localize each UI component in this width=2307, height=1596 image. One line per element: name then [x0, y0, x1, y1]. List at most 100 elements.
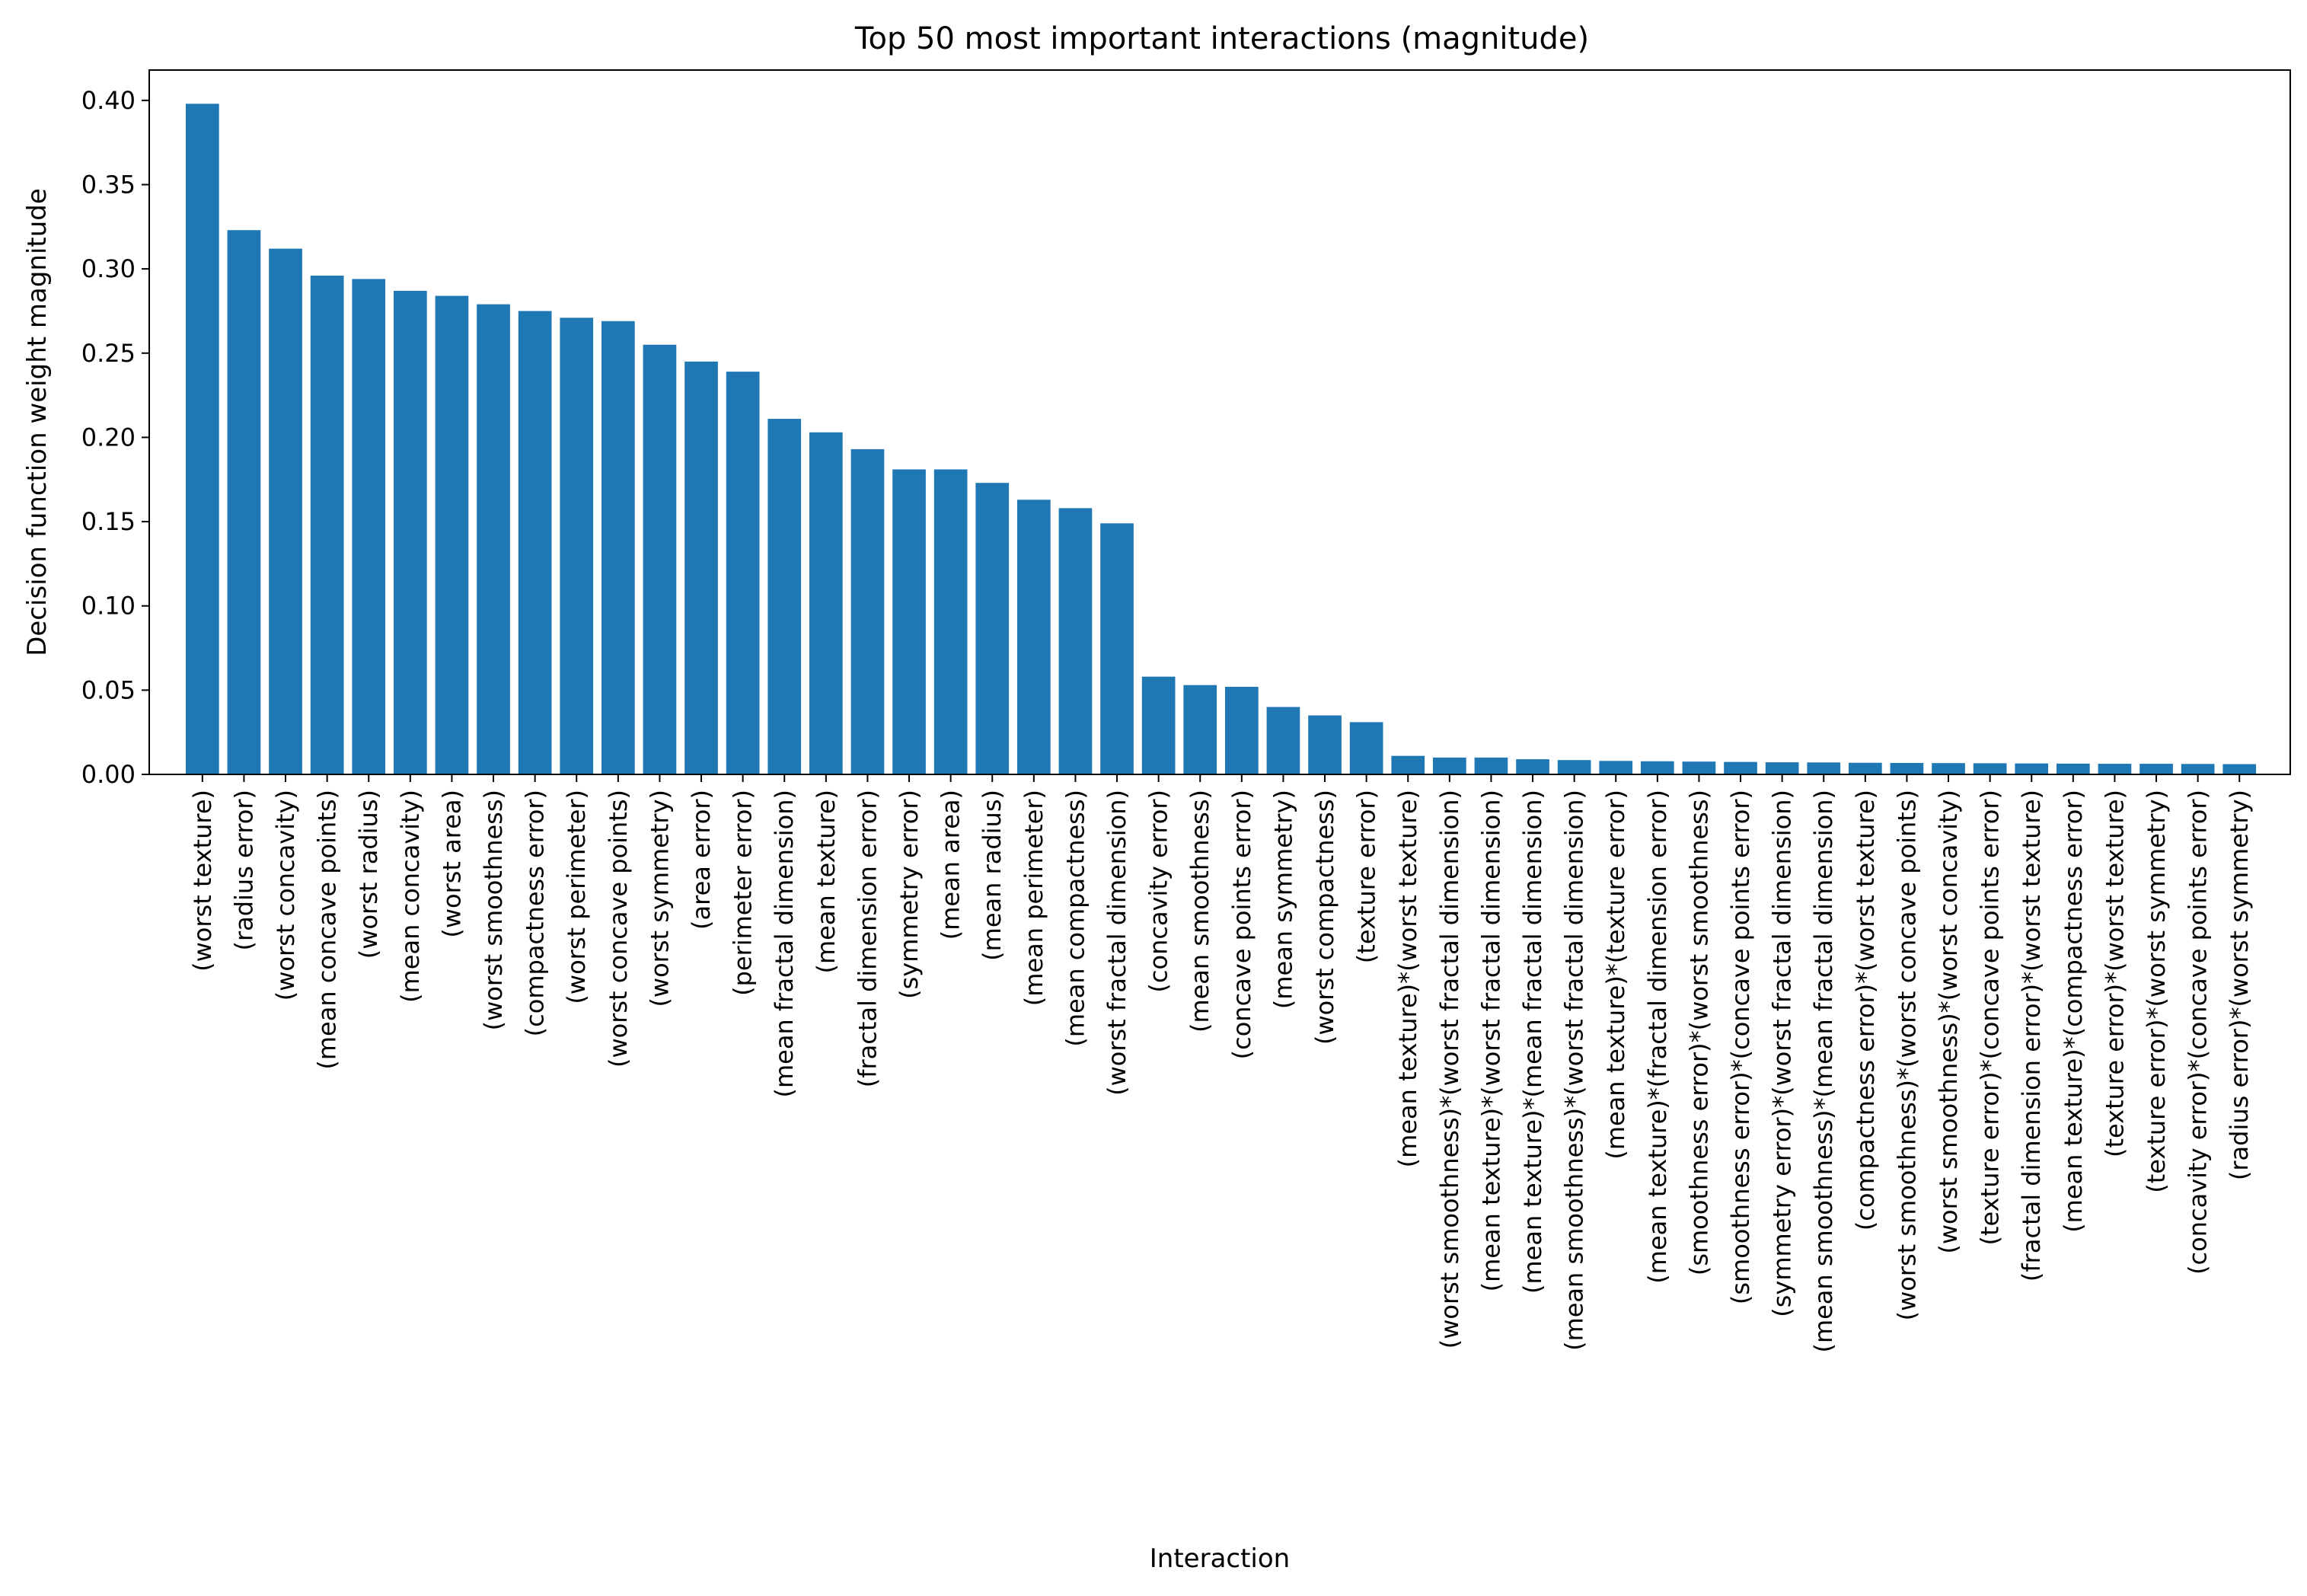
bar: [2098, 764, 2132, 774]
plot-frame: [148, 69, 2291, 775]
x-tick-label: (mean perimeter): [1019, 790, 1048, 1006]
x-tick-label: (worst smoothness): [479, 790, 508, 1030]
bar: [601, 321, 635, 775]
x-tick-label: (worst compactness): [1310, 790, 1339, 1045]
x-axis-title: Interaction: [1150, 1543, 1290, 1574]
bar: [1141, 676, 1176, 774]
x-tick-label: (compactness error)*(worst texture): [1851, 790, 1880, 1231]
x-tick-label: (worst texture): [188, 790, 217, 972]
bar: [1266, 707, 1300, 774]
x-tick-label: (mean area): [937, 790, 965, 940]
x-tick-label: (mean texture)*(mean fractal dimension): [1518, 790, 1547, 1294]
bar: [1807, 762, 1841, 774]
bar: [1641, 761, 1674, 774]
bar: [1100, 523, 1134, 774]
x-tick-label: (mean texture)*(worst texture): [1393, 790, 1422, 1167]
x-tick-label: (mean texture)*(compactness error): [2059, 790, 2088, 1233]
bar: [1932, 763, 1965, 774]
x-tick-label: (worst smoothness)*(worst concave points…: [1892, 790, 1921, 1320]
x-tick-label: (worst radius): [354, 790, 383, 959]
bar: [1349, 722, 1383, 774]
bar: [1765, 762, 1799, 774]
y-tick-label: 0.15: [81, 507, 136, 536]
bar: [1391, 755, 1425, 774]
bar: [227, 230, 261, 775]
bars-group: [186, 104, 2257, 775]
x-tick-label: (worst concavity): [271, 790, 300, 1001]
y-tick-label: 0.30: [81, 254, 136, 283]
bar: [352, 279, 386, 774]
x-tick-label: (mean symmetry): [1268, 790, 1297, 1009]
x-tick-label: (area error): [687, 790, 716, 930]
x-tick-label: (texture error)*(worst symmetry): [2142, 790, 2171, 1193]
x-tick-label: (worst perimeter): [562, 790, 591, 1004]
bar: [477, 304, 510, 775]
x-tick-label: (mean texture)*(fractal dimension error): [1643, 790, 1672, 1284]
bar: [2222, 764, 2257, 774]
bar: [435, 295, 469, 774]
bar: [809, 432, 843, 774]
x-tick-label: (texture error)*(worst texture): [2100, 790, 2129, 1157]
x-tick-label: (worst smoothness)*(worst concavity): [1934, 790, 1963, 1254]
bar: [1890, 762, 1924, 774]
x-tick-label: (worst smoothness)*(worst fractal dimens…: [1435, 790, 1464, 1349]
y-tick-label: 0.00: [81, 760, 136, 789]
bar: [2181, 764, 2215, 774]
x-tick-label: (compactness error): [521, 790, 550, 1036]
x-tick-label: (mean texture): [812, 790, 841, 973]
x-tick-label: (worst fractal dimension): [1102, 790, 1131, 1096]
x-tick-label: (smoothness error)*(concave points error…: [1726, 790, 1755, 1304]
chart-title: Top 50 most important interactions (magn…: [854, 21, 1589, 56]
bar: [684, 361, 718, 775]
x-tick-label: (symmetry error): [895, 790, 924, 999]
x-tick-label: (perimeter error): [729, 790, 758, 996]
x-tick-label: (mean smoothness)*(worst fractal dimensi…: [1560, 790, 1589, 1351]
bar: [767, 419, 802, 774]
bar: [310, 275, 344, 775]
x-tick-label: (fractal dimension error)*(worst texture…: [2017, 790, 2046, 1282]
bar: [892, 469, 926, 774]
x-tick-label: (mean texture)*(worst fractal dimension): [1476, 790, 1505, 1291]
x-tick-label: (fractal dimension error): [853, 790, 882, 1087]
y-axis-title: Decision function weight magnitude: [22, 188, 53, 656]
bar: [2057, 763, 2090, 774]
x-tick-label: (concavity error)*(concave points error): [2184, 790, 2213, 1275]
bar: [933, 469, 968, 774]
bar: [1017, 500, 1051, 774]
x-tick-label: (concave points error): [1227, 790, 1256, 1059]
y-tick-label: 0.10: [81, 592, 136, 621]
bar: [1599, 761, 1633, 774]
bar: [1724, 761, 1757, 774]
bar: [1183, 685, 1217, 774]
bar: [643, 344, 677, 775]
x-tick-label: (radius error)*(worst symmetry): [2225, 790, 2254, 1180]
x-tick-label: (smoothness error)*(worst smoothness): [1684, 790, 1713, 1275]
x-tick-label: (texture error): [1352, 790, 1381, 963]
bar: [394, 290, 427, 774]
bar: [1474, 757, 1508, 774]
x-tick-label: (mean texture)*(texture error): [1601, 790, 1630, 1160]
bar: [975, 483, 1010, 774]
x-tick-label: (mean smoothness): [1185, 790, 1214, 1033]
bar: [1433, 757, 1466, 774]
x-tick-label: (mean concave points): [313, 790, 342, 1070]
bar: [269, 248, 302, 774]
x-tick-label: (worst symmetry): [645, 790, 674, 1007]
bar: [1973, 763, 2007, 774]
bar: [2139, 764, 2173, 774]
x-tick-label: (mean smoothness)*(mean fractal dimensio…: [1809, 790, 1838, 1353]
y-tick-label: 0.05: [81, 675, 136, 704]
bar: [726, 372, 760, 774]
y-tick-label: 0.40: [81, 86, 136, 115]
x-tick-label: (mean radius): [978, 790, 1007, 961]
x-tick-label: (symmetry error)*(worst fractal dimensio…: [1768, 790, 1797, 1317]
bar: [1557, 760, 1591, 774]
x-tick-label: (concavity error): [1144, 790, 1173, 993]
y-axis: 0.00 0.05 0.10 0.15 0.20 0.25 0.30 0.35 0.40: [81, 86, 149, 789]
bar: [1516, 759, 1549, 774]
x-tick-label: (mean concavity): [396, 790, 425, 1003]
bar: [1308, 715, 1342, 774]
x-tick-label: (texture error)*(concave points error): [1976, 790, 2005, 1246]
